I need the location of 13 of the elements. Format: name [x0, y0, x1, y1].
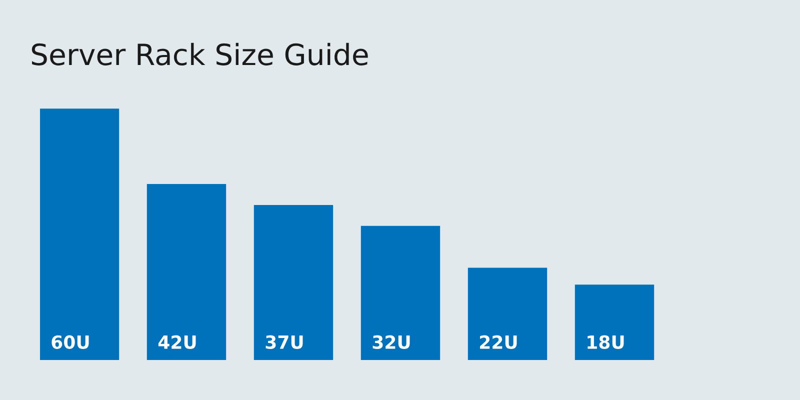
- bar: [360, 226, 440, 360]
- bar: [574, 284, 654, 360]
- bar: [468, 268, 548, 360]
- bar: [40, 108, 120, 360]
- bar: [146, 184, 226, 360]
- data-label: 18U: [588, 335, 624, 349]
- data-label: 42U: [158, 335, 196, 349]
- bar: [254, 204, 334, 360]
- data-label: 37U: [266, 335, 303, 349]
- data-label: 22U: [480, 335, 517, 349]
- chart-title: Server Rack Size Guide: [32, 42, 368, 66]
- data-label: 32U: [372, 335, 410, 349]
- data-label: 60U: [52, 335, 89, 349]
